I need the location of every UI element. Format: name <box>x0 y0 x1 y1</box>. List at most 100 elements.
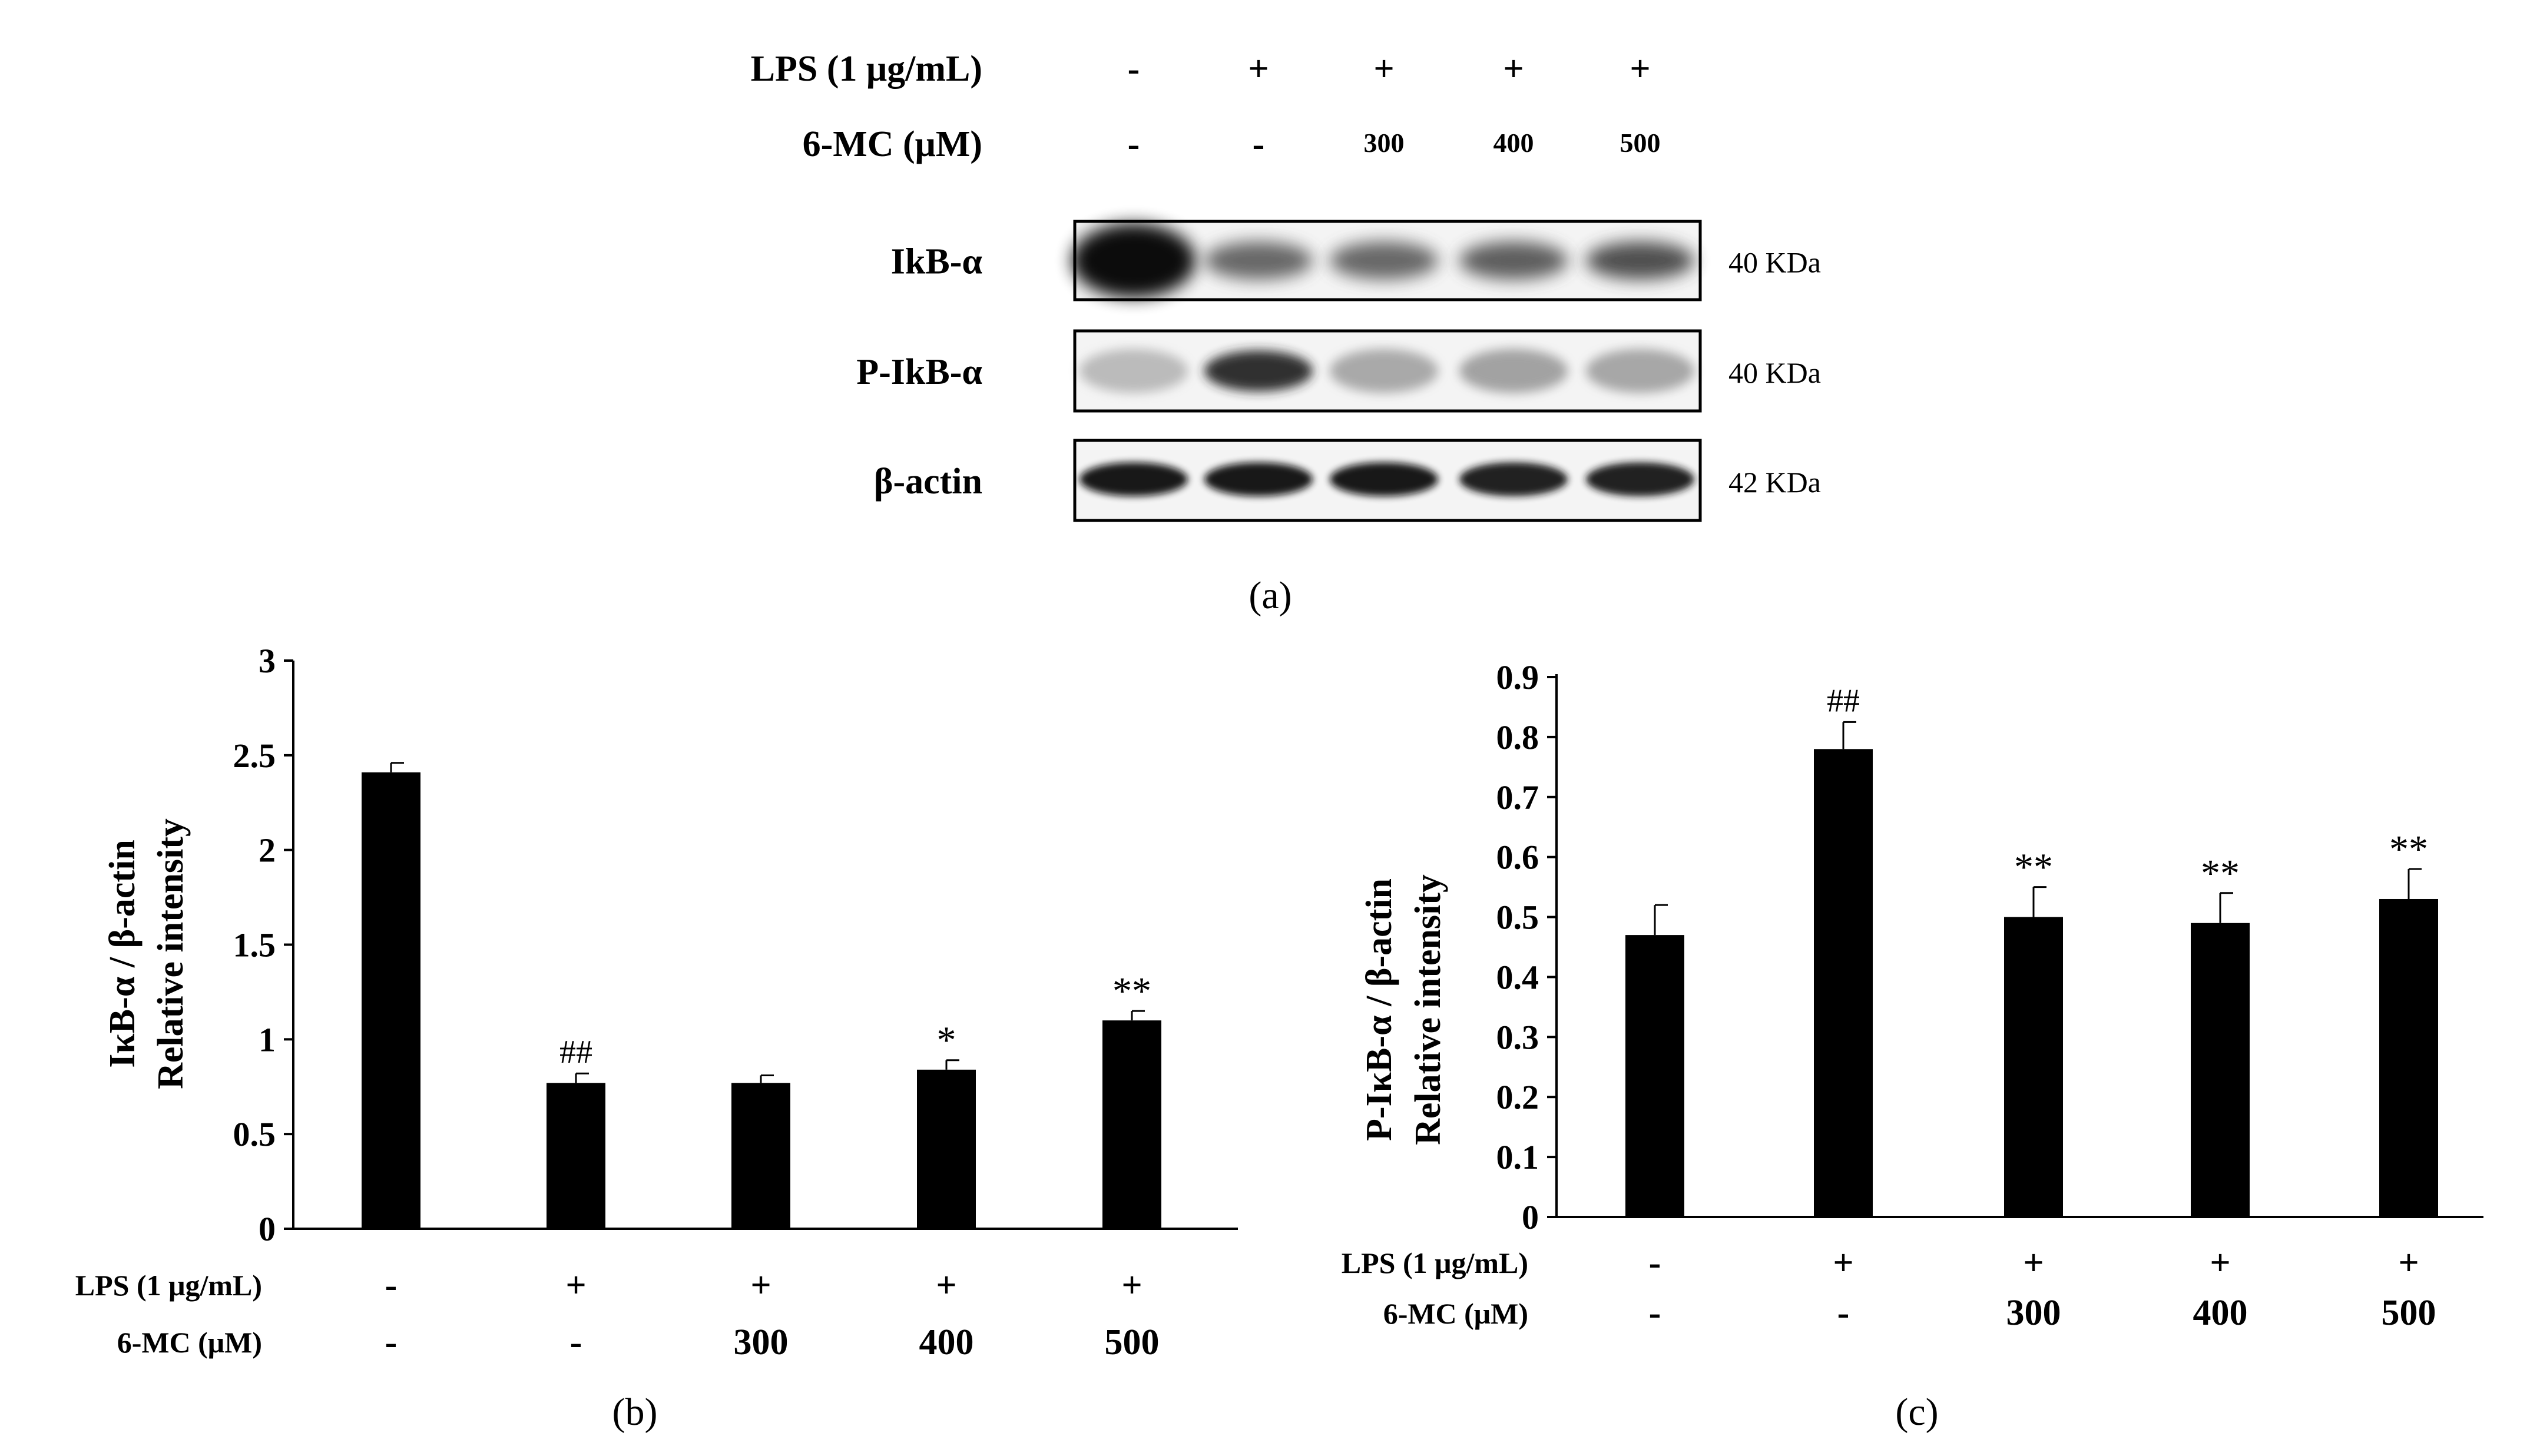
panel-b-ytick-label-3: 1.5 <box>233 926 276 964</box>
lps-sign-lane-3: + <box>1373 49 1394 89</box>
blot-label-ikb-: IkB-α <box>891 242 982 282</box>
panel-a-western-blot: LPS (1 μg/mL) 6-MC (μM) - + + + + - - 300 400 50… <box>751 49 1821 617</box>
blot-band--actin-lane-5 <box>1586 462 1694 496</box>
blot-frame-p-ikb- <box>1073 329 1702 413</box>
panel-c-ytick-label-7: 0.7 <box>1496 778 1539 817</box>
panel-c-lps-sign-3: + <box>2023 1243 2044 1283</box>
panel-b-significance-4: * <box>937 1019 956 1062</box>
panel-c-ytick-label-5: 0.5 <box>1496 898 1539 937</box>
blot-band-ikb--lane-1 <box>1072 223 1196 298</box>
panel-c-lps-sign-5: + <box>2398 1243 2419 1283</box>
panel-c-ytick-label-8: 0.8 <box>1496 718 1539 757</box>
panel-b-bar-3 <box>731 1083 790 1229</box>
blot-strips: IkB-α 40 KDa P-IkB-α 40 KDa β-actin 42 KDa <box>856 220 1821 522</box>
mc-row-label: 6-MC (μM) <box>803 124 982 164</box>
panel-c-significance-2: ## <box>1827 682 1860 719</box>
panel-b-caption: (b) <box>612 1391 658 1434</box>
panel-c-mc-row-label: 6-MC (μM) <box>1383 1297 1528 1330</box>
panel-c-chart: P-IκB-α / β-actin Relative intensity 0 0.… <box>1342 658 2483 1434</box>
panel-c-bar-3 <box>2004 917 2063 1217</box>
panel-b-lps-sign-1: - <box>385 1265 398 1305</box>
panel-b-mc-value-1: - <box>385 1322 398 1362</box>
panel-b-mc-value-2: - <box>570 1322 582 1362</box>
panel-c-ytick-label-2: 0.2 <box>1496 1078 1539 1116</box>
panel-b-ytick-label-6: 3 <box>259 642 276 680</box>
blot-frame--actin <box>1073 439 1702 522</box>
blot-band-ikb--lane-5 <box>1586 241 1694 280</box>
panel-c-mc-value-2: - <box>1837 1293 1850 1333</box>
panel-b-bar-1 <box>362 772 420 1229</box>
panel-c-mc-value-3: 300 <box>2006 1293 2061 1333</box>
panel-b-significance-5: ** <box>1112 970 1151 1013</box>
panel-c-bar-5 <box>2379 898 2438 1217</box>
panel-c-mc-value-5: 500 <box>2382 1293 2436 1333</box>
blot-band--actin-lane-4 <box>1459 462 1568 496</box>
lps-sign-lane-2: + <box>1248 49 1269 89</box>
lps-sign-lane-4: + <box>1503 49 1524 89</box>
panel-b-bars: ## *** <box>362 762 1161 1229</box>
mc-value-lane-2: - <box>1253 124 1265 164</box>
mc-dose-values: - - 300 400 500 <box>1128 124 1661 164</box>
blot-band-p-ikb--lane-5 <box>1586 349 1694 393</box>
panel-c-ytick-label-4: 0.4 <box>1496 958 1539 996</box>
panel-c-lps-sign-4: + <box>2210 1243 2230 1283</box>
panel-c-significance-5: ** <box>2389 828 2428 871</box>
mc-value-lane-3: 300 <box>1364 128 1405 158</box>
panel-b-significance-2: ## <box>559 1034 592 1070</box>
blot-band-ikb--lane-2 <box>1204 241 1313 280</box>
panel-c-ytick-label-6: 0.6 <box>1496 838 1539 877</box>
mc-value-lane-5: 500 <box>1620 128 1661 158</box>
panel-b-mc-value-5: 500 <box>1105 1322 1160 1362</box>
lps-row-label: LPS (1 μg/mL) <box>751 49 982 89</box>
blot-band-p-ikb--lane-4 <box>1459 349 1568 393</box>
panel-c-caption: (c) <box>1895 1391 1938 1434</box>
panel-c-mc-value-1: - <box>1649 1293 1661 1333</box>
panel-c-ylabel-line2: Relative intensity <box>1408 874 1448 1145</box>
panel-c-lps-sign-2: + <box>1833 1243 1853 1283</box>
blot-label--actin: β-actin <box>874 462 982 502</box>
panel-b-ytick-label-4: 2 <box>259 831 276 870</box>
blot-label-p-ikb-: P-IkB-α <box>856 352 982 392</box>
panel-b-ytick-label-2: 1 <box>259 1020 276 1059</box>
lps-treatment-signs: - + + + + <box>1128 49 1651 89</box>
panel-b-mc-value-3: 300 <box>734 1322 789 1362</box>
panel-a-caption: (a) <box>1249 574 1291 617</box>
panel-b-ylabel-line2: Relative intensity <box>151 818 191 1089</box>
blot-kda--actin: 42 KDa <box>1728 466 1821 499</box>
blot-frame-ikb- <box>1073 220 1702 301</box>
panel-c-bar-1 <box>1625 935 1684 1217</box>
panel-b-y-ticks: 0 0.5 1 1.5 2 2.5 3 <box>233 642 293 1248</box>
panel-b-lps-sign-4: + <box>936 1265 956 1305</box>
panel-b-lps-sign-2: + <box>565 1265 586 1305</box>
lps-sign-lane-5: + <box>1630 49 1650 89</box>
blot-band-p-ikb--lane-2 <box>1204 350 1313 392</box>
mc-value-lane-1: - <box>1128 124 1140 164</box>
panel-c-ytick-label-9: 0.9 <box>1496 658 1539 697</box>
panel-c-ytick-label-1: 0.1 <box>1496 1138 1539 1176</box>
panel-b-ytick-label-5: 2.5 <box>233 737 276 775</box>
panel-b-chart: IκB-α / β-actin Relative intensity 0 0.5 1… <box>75 642 1238 1434</box>
blot-band-ikb--lane-4 <box>1459 241 1568 280</box>
blot-band--actin-lane-3 <box>1330 462 1438 496</box>
panel-c-significance-3: ** <box>2014 846 2053 889</box>
panel-c-bars: ## ** ** ** <box>1625 682 2438 1217</box>
panel-b-ytick-label-0: 0 <box>259 1210 276 1248</box>
panel-b-bar-2 <box>547 1083 605 1229</box>
blot-kda-p-ikb-: 40 KDa <box>1728 356 1821 389</box>
blot-band--actin-lane-2 <box>1204 462 1313 496</box>
panel-c-lps-sign-1: - <box>1649 1243 1661 1283</box>
blot-kda-ikb-: 40 KDa <box>1728 246 1821 279</box>
panel-b-lps-sign-3: + <box>750 1265 771 1305</box>
panel-b-mc-row-label: 6-MC (μM) <box>117 1326 262 1359</box>
panel-b-ytick-label-1: 0.5 <box>233 1115 276 1153</box>
panel-c-lps-row-label: LPS (1 μg/mL) <box>1342 1246 1528 1279</box>
panel-b-lps-row-label: LPS (1 μg/mL) <box>75 1269 262 1302</box>
panel-b-ylabel-line1: IκB-α / β-actin <box>102 840 143 1068</box>
lps-sign-lane-1: - <box>1128 49 1140 89</box>
panel-c-bar-2 <box>1814 749 1873 1217</box>
panel-b-bar-4 <box>917 1069 976 1229</box>
panel-b-treatment-rows: - + + + + - - 300 400 500 <box>385 1265 1160 1362</box>
panel-b-lps-sign-5: + <box>1121 1265 1142 1305</box>
panel-c-ytick-label-3: 0.3 <box>1496 1018 1539 1056</box>
